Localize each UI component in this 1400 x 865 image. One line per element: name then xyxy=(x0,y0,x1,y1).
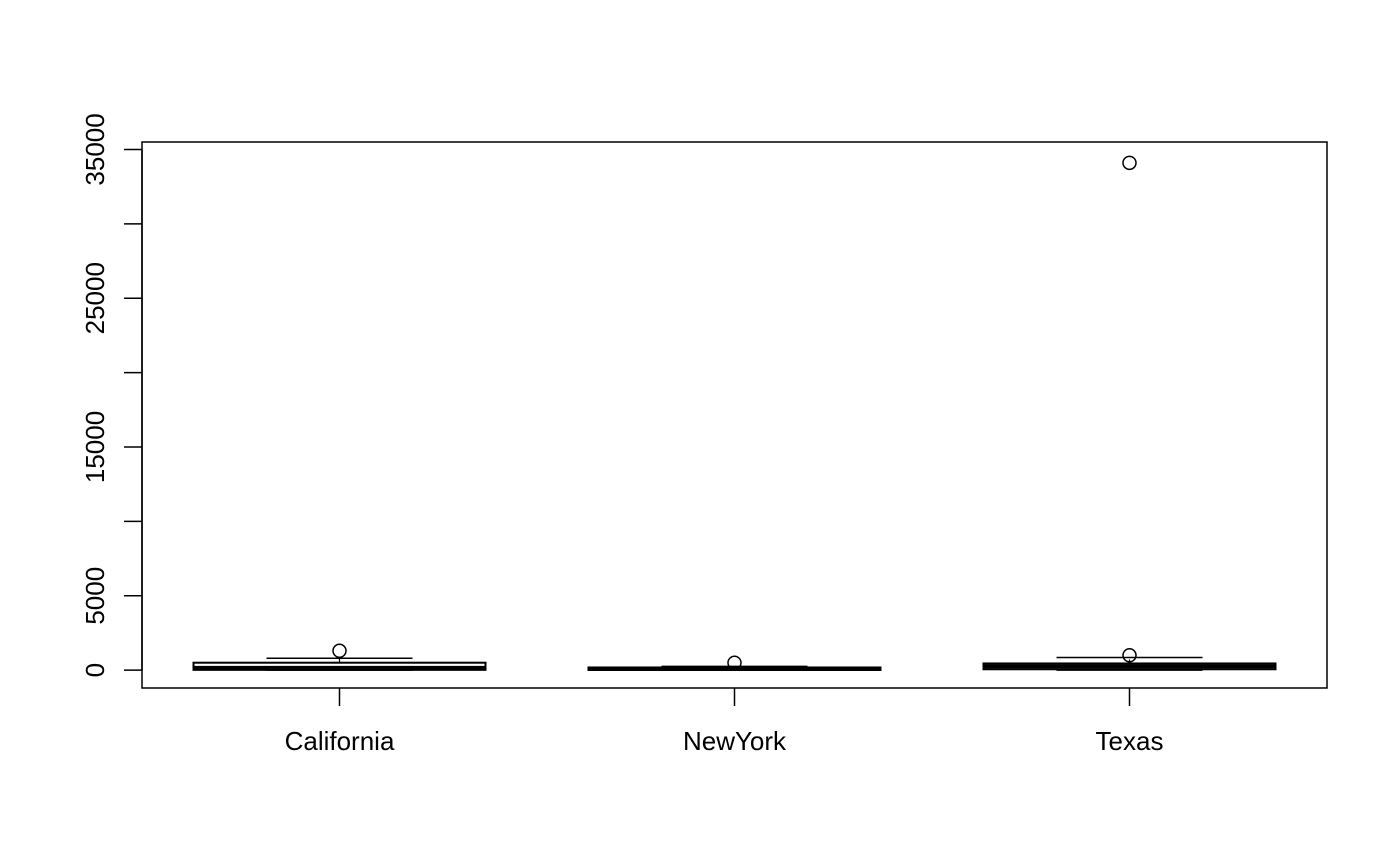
outlier-point xyxy=(1122,648,1137,663)
y-tick-label: 5000 xyxy=(80,567,110,625)
x-tick-label: Texas xyxy=(1096,726,1164,756)
box-newyork xyxy=(587,655,882,671)
box-texas xyxy=(982,155,1277,671)
y-tick-label: 35000 xyxy=(80,113,110,185)
y-tick-label: 0 xyxy=(80,663,110,677)
x-tick-label: California xyxy=(285,726,395,756)
y-tick-label: 25000 xyxy=(80,262,110,334)
outlier-point xyxy=(1122,155,1137,171)
box-california xyxy=(192,643,487,671)
x-axis: California NewYork Texas xyxy=(285,688,1164,756)
y-axis: 0 5000 15000 25000 35000 xyxy=(80,113,143,677)
y-tick-label: 15000 xyxy=(80,411,110,483)
outlier-point xyxy=(727,655,742,670)
outlier-point xyxy=(332,643,347,659)
x-tick-label: NewYork xyxy=(683,726,787,756)
boxes xyxy=(192,155,1277,671)
plot-frame xyxy=(141,141,1328,689)
